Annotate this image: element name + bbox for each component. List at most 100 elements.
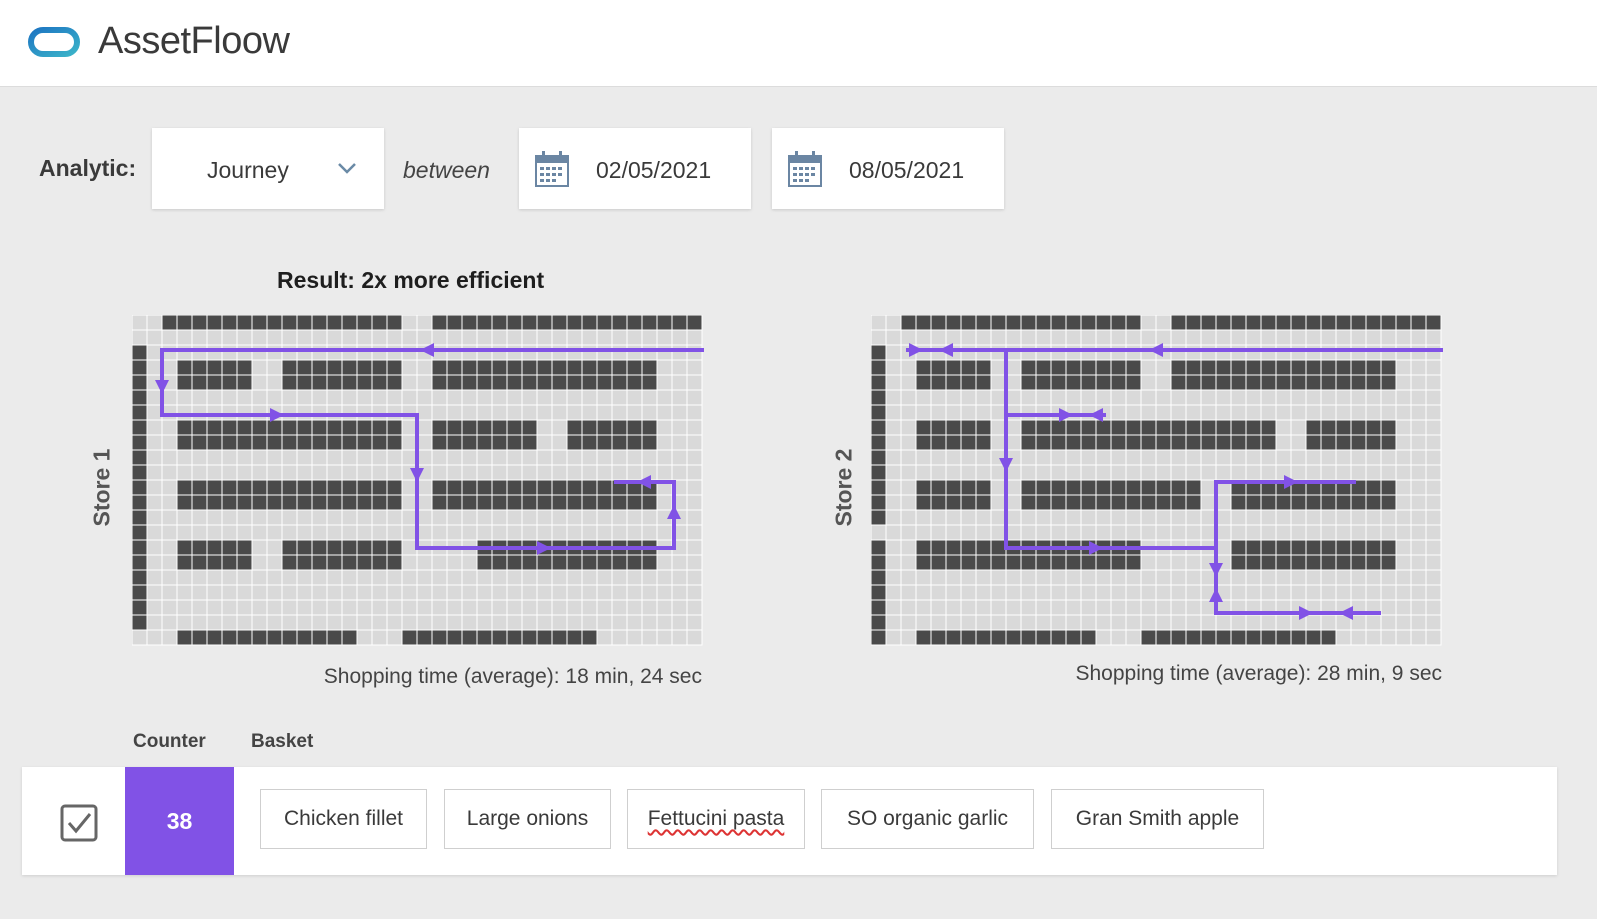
shelf-cell [356, 374, 373, 391]
shelf-cell [1035, 479, 1052, 496]
floor-cell [476, 524, 493, 541]
floor-cell [206, 584, 223, 601]
floor-cell [161, 344, 178, 361]
shelf-cell [1365, 554, 1382, 571]
shelf-cell [341, 315, 358, 331]
floor-cell [236, 389, 253, 406]
shelf-cell [1110, 479, 1127, 496]
shelf-cell [960, 374, 977, 391]
floor-cell [885, 329, 902, 346]
floor-cell [611, 524, 628, 541]
floor-cell [551, 419, 568, 436]
shelf-cell [1290, 539, 1307, 556]
floor-cell [671, 599, 688, 616]
shelf-cell [326, 374, 343, 391]
floor-cell [1350, 524, 1367, 541]
shelf-cell [1020, 479, 1037, 496]
store-1-shopping-time: Shopping time (average): 18 min, 24 sec [323, 665, 702, 688]
floor-cell [1110, 464, 1127, 481]
floor-cell [191, 404, 208, 421]
basket-item-gran-smith-apple[interactable]: Gran Smith apple [1051, 789, 1264, 849]
floor-cell [401, 315, 418, 331]
floor-cell [341, 584, 358, 601]
basket-item-chicken-fillet[interactable]: Chicken fillet [260, 789, 427, 849]
direction-arrow-icon [537, 541, 551, 555]
floor-cell [1410, 419, 1427, 436]
shelf-cell [1185, 494, 1202, 511]
shelf-cell [491, 315, 508, 331]
floor-cell [975, 599, 992, 616]
floor-cell [1320, 389, 1337, 406]
shelf-cell [1020, 494, 1037, 511]
floor-cell [431, 554, 448, 571]
floor-cell [416, 404, 433, 421]
floor-cell [1230, 569, 1247, 586]
shelf-cell [930, 419, 947, 436]
floor-cell [1020, 524, 1037, 541]
floor-cell [1410, 479, 1427, 496]
floor-cell [431, 614, 448, 631]
shelf-cell [221, 315, 238, 331]
floor-cell [1095, 449, 1112, 466]
shelf-cell [871, 479, 887, 496]
floor-cell [671, 629, 688, 646]
shelf-cell [1365, 479, 1382, 496]
analytic-dropdown[interactable]: Journey [152, 128, 384, 209]
floor-cell [656, 389, 673, 406]
shelf-cell [176, 629, 193, 646]
floor-cell [1065, 344, 1082, 361]
floor-cell [885, 374, 902, 391]
shelf-cell [1320, 554, 1337, 571]
floor-cell [506, 599, 523, 616]
shelf-cell [1320, 374, 1337, 391]
floor-cell [626, 614, 643, 631]
floor-cell [356, 389, 373, 406]
floor-cell [446, 509, 463, 526]
basket-item-label: Fettucini pasta [647, 807, 785, 830]
shelf-cell [1200, 359, 1217, 376]
shelf-cell [1185, 359, 1202, 376]
floor-cell [356, 509, 373, 526]
floor-cell [885, 404, 902, 421]
floor-cell [1275, 584, 1292, 601]
shelf-cell [206, 359, 223, 376]
floor-cell [1125, 614, 1142, 631]
floor-cell [1215, 464, 1232, 481]
floor-cell [900, 569, 917, 586]
start-date-picker[interactable]: 02/05/2021 [519, 128, 751, 209]
floor-cell [945, 449, 962, 466]
floor-cell [1290, 329, 1307, 346]
shelf-cell [1320, 419, 1337, 436]
floor-cell [1170, 404, 1187, 421]
floor-cell [1110, 329, 1127, 346]
shelf-cell [871, 464, 887, 481]
basket-item-so-organic-garlic[interactable]: SO organic garlic [821, 789, 1034, 849]
end-date-picker[interactable]: 08/05/2021 [772, 128, 1004, 209]
shelf-cell [960, 554, 977, 571]
floor-cell [975, 584, 992, 601]
shelf-cell [1110, 494, 1127, 511]
shelf-cell [1290, 629, 1307, 646]
basket-item-large-onions[interactable]: Large onions [444, 789, 611, 849]
shelf-cell [1065, 374, 1082, 391]
floor-cell [146, 554, 163, 571]
floor-cell [1005, 419, 1022, 436]
floor-cell [431, 449, 448, 466]
floor-cell [1065, 584, 1082, 601]
floor-cell [281, 404, 298, 421]
basket-item-fettucini-pasta[interactable]: Fettucini pasta [627, 789, 805, 849]
basket-item-label: Chicken fillet [283, 807, 404, 830]
floor-cell [536, 389, 553, 406]
floor-cell [536, 509, 553, 526]
floor-cell [1335, 449, 1352, 466]
floor-cell [371, 509, 388, 526]
floor-cell [446, 404, 463, 421]
shelf-cell [945, 359, 962, 376]
shelf-cell [221, 539, 238, 556]
floor-cell [341, 614, 358, 631]
floor-cell [1365, 524, 1382, 541]
floor-cell [191, 584, 208, 601]
floor-cell [161, 554, 178, 571]
floor-cell [251, 524, 268, 541]
checkbox-checked-icon[interactable] [60, 804, 98, 842]
